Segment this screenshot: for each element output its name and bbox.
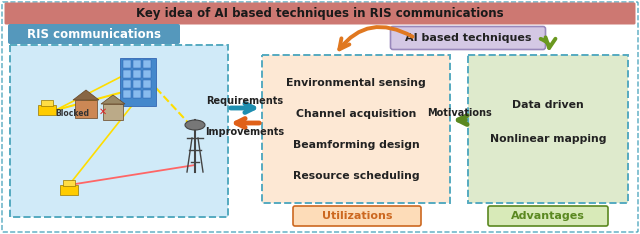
- Bar: [143, 80, 151, 88]
- Text: ✕: ✕: [99, 107, 107, 117]
- Bar: [133, 80, 141, 88]
- FancyBboxPatch shape: [488, 206, 608, 226]
- Text: Requirements: Requirements: [207, 96, 284, 106]
- Text: Utilizations: Utilizations: [322, 211, 392, 221]
- Text: Improvements: Improvements: [205, 127, 285, 137]
- FancyBboxPatch shape: [293, 206, 421, 226]
- FancyBboxPatch shape: [120, 58, 156, 106]
- FancyBboxPatch shape: [10, 45, 228, 217]
- Polygon shape: [73, 90, 99, 100]
- Text: Channel acquisition: Channel acquisition: [296, 109, 416, 119]
- Bar: [63, 180, 75, 186]
- Bar: [41, 100, 53, 106]
- Text: Advantages: Advantages: [511, 211, 585, 221]
- Bar: [133, 70, 141, 78]
- Ellipse shape: [185, 120, 205, 130]
- Text: Data driven: Data driven: [512, 100, 584, 110]
- Text: Blocked: Blocked: [55, 109, 89, 117]
- FancyBboxPatch shape: [468, 55, 628, 203]
- Bar: [103, 104, 123, 120]
- Bar: [123, 80, 131, 88]
- Bar: [123, 70, 131, 78]
- Bar: [38, 105, 56, 115]
- Bar: [143, 70, 151, 78]
- FancyBboxPatch shape: [262, 55, 450, 203]
- FancyBboxPatch shape: [4, 3, 636, 25]
- Bar: [60, 185, 78, 195]
- Text: Key idea of AI based techniques in RIS communications: Key idea of AI based techniques in RIS c…: [136, 7, 504, 21]
- Bar: [143, 90, 151, 98]
- Bar: [143, 60, 151, 68]
- Bar: [133, 60, 141, 68]
- FancyBboxPatch shape: [2, 2, 638, 232]
- FancyBboxPatch shape: [390, 26, 545, 50]
- Polygon shape: [101, 95, 125, 104]
- Text: Beamforming design: Beamforming design: [292, 140, 419, 150]
- Text: Nonlinear mapping: Nonlinear mapping: [490, 134, 606, 144]
- Text: Motivations: Motivations: [427, 108, 492, 118]
- Bar: [123, 90, 131, 98]
- Bar: [133, 90, 141, 98]
- FancyBboxPatch shape: [8, 24, 180, 44]
- Text: Environmental sensing: Environmental sensing: [286, 78, 426, 88]
- Text: Resource scheduling: Resource scheduling: [292, 171, 419, 181]
- Bar: [75, 100, 97, 118]
- Bar: [123, 60, 131, 68]
- Text: AI based techniques: AI based techniques: [404, 33, 531, 43]
- Text: RIS communications: RIS communications: [27, 29, 161, 41]
